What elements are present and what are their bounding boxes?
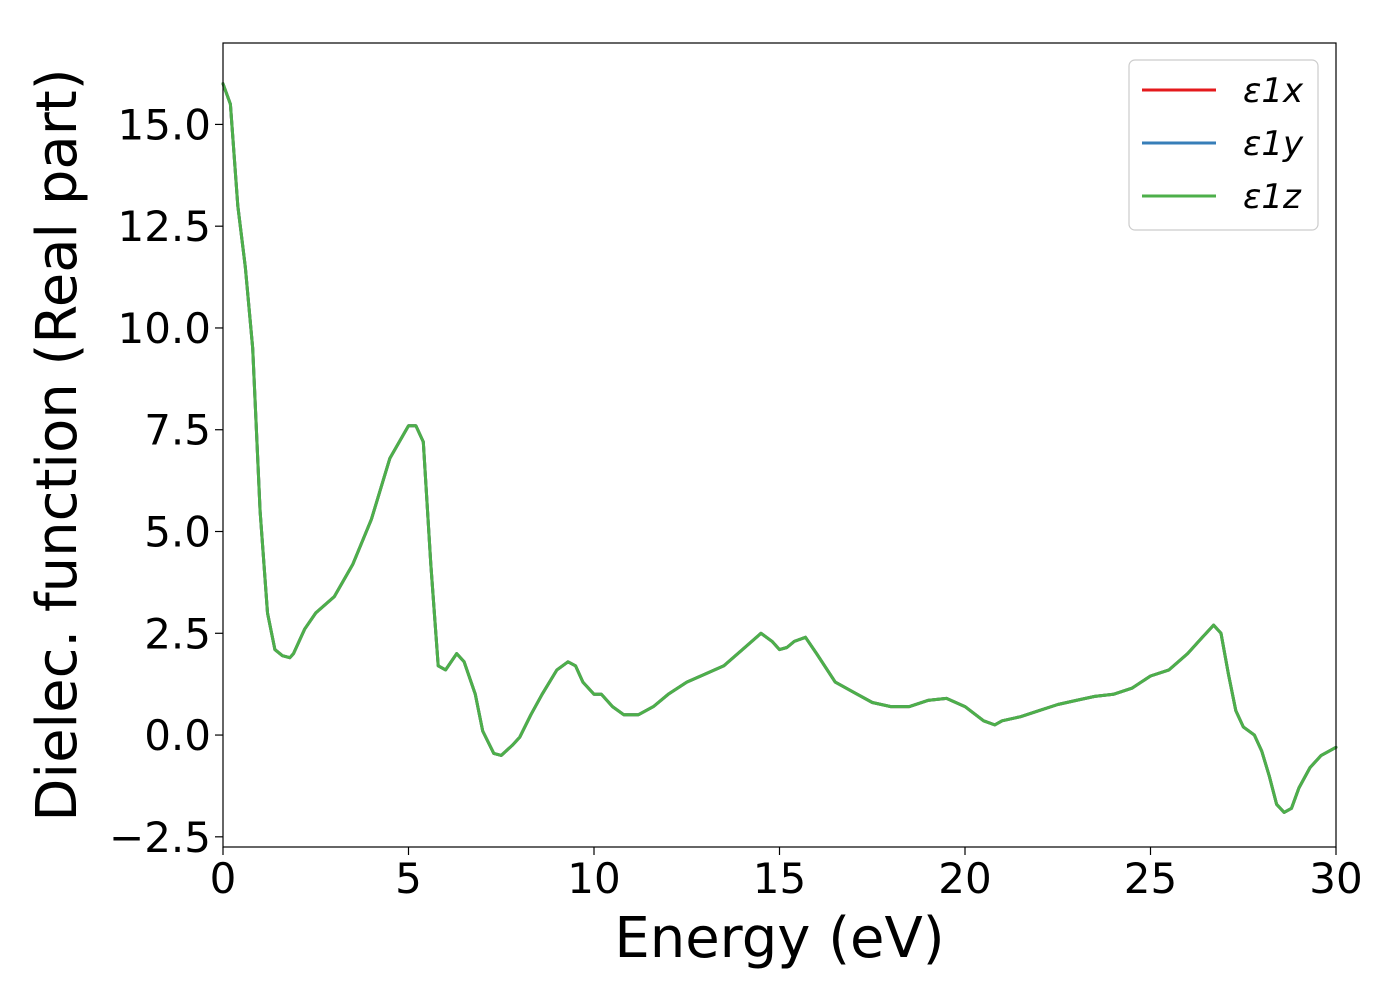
- y-tick-label: −2.5: [109, 813, 211, 862]
- y-axis-label: Dielec. function (Real part): [25, 68, 90, 821]
- y-tick-label: 10.0: [117, 304, 211, 353]
- series-line-3: [221, 82, 1338, 814]
- y-axis-ticks: −2.5 0.0 2.5 5.0 7.5 10.0 12.5 15.0: [109, 100, 223, 862]
- x-tick-label: 10: [567, 854, 620, 903]
- y-tick-label: 2.5: [144, 609, 211, 658]
- x-tick-label: 25: [1124, 854, 1177, 903]
- legend-label-1: ε1x: [1243, 71, 1304, 111]
- legend-label-3: ε1z: [1243, 177, 1302, 217]
- y-tick-label: 7.5: [144, 406, 211, 455]
- legend: ε1x ε1y ε1z: [1128, 59, 1319, 231]
- legend-box: [1128, 59, 1319, 231]
- y-tick-label: 12.5: [117, 202, 211, 251]
- y-tick-label: 5.0: [144, 508, 211, 557]
- x-tick-label: 5: [395, 854, 422, 903]
- legend-label-2: ε1y: [1243, 124, 1304, 164]
- x-tick-label: 0: [210, 854, 237, 903]
- x-tick-label: 20: [938, 854, 991, 903]
- x-tick-label: 30: [1309, 854, 1362, 903]
- x-axis-label: Energy (eV): [614, 906, 944, 971]
- y-tick-label: 0.0: [144, 711, 211, 760]
- x-tick-label: 15: [753, 854, 806, 903]
- y-tick-label: 15.0: [117, 100, 211, 149]
- series-layer: [221, 82, 1338, 814]
- x-axis-ticks: 0 5 10 15 20 25 30: [210, 847, 1363, 903]
